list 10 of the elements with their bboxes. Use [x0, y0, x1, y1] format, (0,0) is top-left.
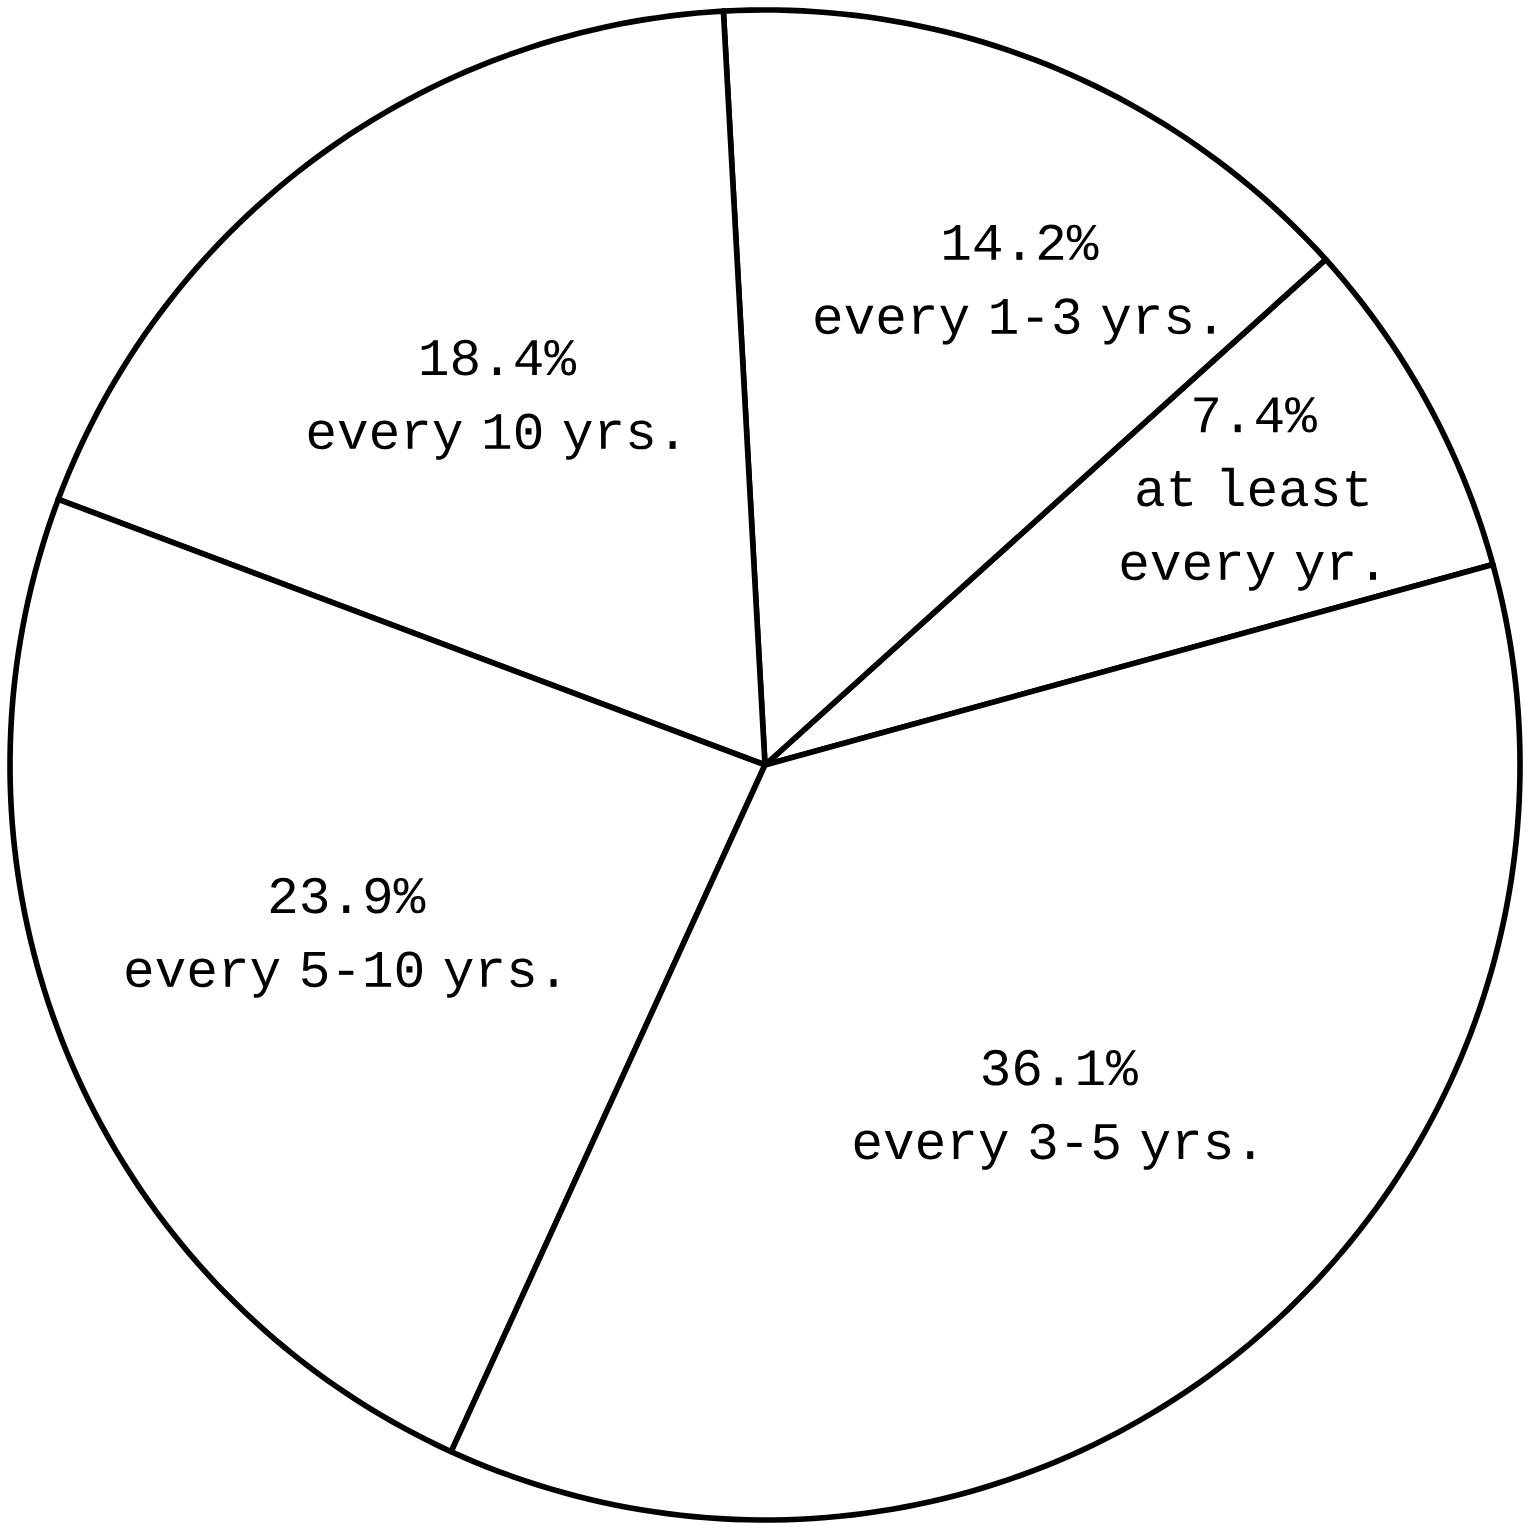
slice-label: every 3-5 yrs.	[854, 1123, 1254, 1170]
data-label: 7.4%	[1194, 397, 1317, 433]
slice-label: at least every yr.	[1121, 467, 1377, 591]
slice-label: every 1-3 yrs.	[815, 298, 1214, 345]
slice-label: every 10 yrs.	[308, 413, 676, 460]
data-label: 14.2%	[944, 224, 1099, 261]
data-label: 36.1%	[982, 1049, 1138, 1086]
data-label: 18.4%	[421, 339, 577, 376]
slice-label: every 5-10 yrs.	[126, 951, 557, 998]
data-label: 23.9%	[270, 877, 426, 914]
